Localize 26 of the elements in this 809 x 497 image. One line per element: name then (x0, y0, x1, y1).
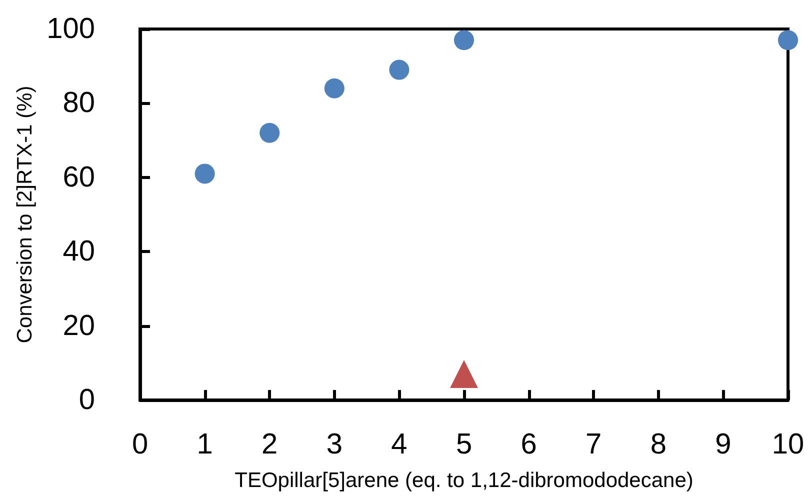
x-tick-label: 9 (715, 428, 732, 460)
x-tick-label: 1 (196, 428, 213, 460)
x-tick-label: 6 (520, 428, 537, 460)
point (324, 78, 344, 98)
x-tick-label: 8 (650, 428, 666, 460)
y-tick-label: 20 (62, 310, 95, 342)
x-tick-label: 0 (132, 428, 148, 460)
x-tick-label: 7 (586, 428, 602, 460)
x-tick-label: 4 (391, 428, 408, 460)
y-tick-label: 0 (78, 384, 95, 416)
y-tick-label: 80 (62, 87, 95, 120)
point (194, 164, 215, 184)
point (778, 30, 798, 50)
y-tick-label: 60 (62, 161, 95, 194)
x-tick-label: 3 (326, 428, 342, 460)
y-tick-label: 40 (62, 236, 95, 268)
x-tick-label: 2 (262, 428, 278, 460)
point (389, 60, 410, 80)
y-tick-label: 100 (46, 13, 95, 45)
y-axis-title: Conversion to [2]RTX-1 (%) (14, 86, 37, 344)
point (450, 360, 478, 388)
point (454, 30, 474, 50)
point (260, 122, 280, 143)
x-tick-label: 10 (772, 428, 804, 460)
x-axis-title: TEOpillar[5]arene (eq. to 1,12-dibromododecane) (234, 469, 694, 492)
x-tick-label: 5 (456, 428, 472, 460)
